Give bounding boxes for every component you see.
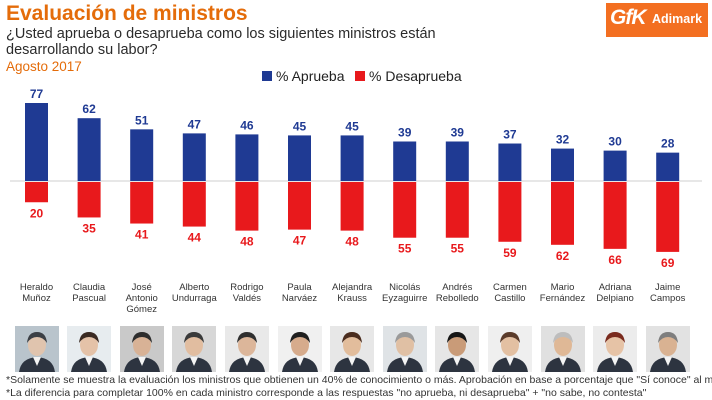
bar-desaprueba (182, 182, 206, 227)
bar-desaprueba (340, 182, 364, 231)
minister-photo (435, 326, 480, 372)
gfk-adimark-logo: GfK Adimark (606, 3, 708, 37)
data-label-desaprueba: 66 (608, 253, 622, 267)
bar-aprueba (77, 118, 101, 181)
data-label-aprueba: 45 (345, 119, 359, 133)
minister-photo (330, 326, 375, 372)
approval-bar-chart: 77 20 Heraldo Muñoz 62 35 Claudia Pascual 51 41 Jo… (10, 87, 702, 315)
minister-photo (67, 326, 112, 372)
data-label-aprueba: 77 (30, 87, 44, 101)
bar-aprueba (130, 129, 154, 181)
bar-aprueba (393, 141, 417, 181)
data-label-aprueba: 28 (661, 137, 675, 151)
data-label-desaprueba: 35 (82, 221, 96, 235)
category-label: Alberto Undurraga (172, 282, 218, 304)
legend-label-aprueba: % Aprueba (276, 68, 345, 84)
data-label-aprueba: 32 (556, 133, 570, 147)
category-label: Claudia Pascual (72, 282, 106, 304)
footnote-2: *La diferencia para completar 100% en ca… (6, 387, 647, 399)
bar-aprueba (498, 143, 522, 181)
footnote-1: *Solamente se muestra la evaluación los … (6, 374, 712, 386)
bar-desaprueba (77, 182, 101, 218)
minister-photo (540, 326, 585, 372)
bar-aprueba (288, 135, 311, 181)
category-label: Jaime Campos (650, 282, 686, 304)
legend-item-aprueba: % Aprueba (262, 68, 345, 84)
logo-partner: Adimark (652, 12, 703, 26)
minister-photo (119, 326, 164, 372)
bar-aprueba (25, 103, 48, 181)
minister-photo (487, 326, 532, 372)
minister-photo (382, 326, 427, 372)
survey-date: Agosto 2017 (6, 59, 82, 74)
data-label-desaprueba: 55 (451, 242, 465, 256)
category-label: Nicolás Eyzaguirre (382, 282, 427, 304)
data-label-aprueba: 30 (608, 135, 622, 149)
minister-photo (277, 326, 322, 372)
bar-aprueba (182, 133, 206, 181)
data-label-desaprueba: 62 (556, 249, 570, 263)
category-label: Alejandra Krauss (332, 282, 373, 304)
bar-desaprueba (25, 182, 48, 203)
minister-photo (593, 326, 638, 372)
minister-photo (172, 326, 217, 372)
category-label: Carmen Castillo (493, 282, 527, 304)
bar-aprueba (235, 134, 259, 181)
data-label-desaprueba: 20 (30, 206, 44, 220)
data-label-desaprueba: 48 (345, 235, 359, 249)
minister-photo (224, 326, 269, 372)
survey-question: ¿Usted aprueba o desaprueba como los sig… (6, 26, 436, 58)
page-title: Evaluación de ministros (6, 2, 248, 25)
category-label: Andrés Rebolledo (436, 282, 479, 304)
bar-desaprueba (445, 182, 469, 238)
category-label: Rodrigo Valdés (230, 282, 263, 304)
minister-photo (14, 326, 59, 372)
bar-desaprueba (603, 182, 627, 249)
legend-label-desaprueba: % Desaprueba (369, 68, 462, 84)
data-label-desaprueba: 55 (398, 242, 412, 256)
category-label: Paula Narváez (282, 282, 318, 304)
data-label-desaprueba: 59 (503, 246, 517, 260)
bar-desaprueba (656, 182, 680, 252)
category-label: Adriana Delpiano (596, 282, 634, 304)
minister-photo (645, 326, 690, 372)
data-label-aprueba: 39 (398, 125, 412, 139)
data-label-desaprueba: 41 (135, 228, 149, 242)
bar-aprueba (551, 148, 574, 181)
data-label-aprueba: 45 (293, 119, 307, 133)
bar-aprueba (656, 152, 680, 181)
data-label-desaprueba: 47 (293, 234, 307, 248)
bar-desaprueba (393, 182, 417, 238)
data-label-desaprueba: 44 (188, 231, 202, 245)
legend-swatch-aprueba (262, 71, 272, 81)
data-label-aprueba: 62 (82, 102, 96, 116)
legend-item-desaprueba: % Desaprueba (355, 68, 462, 84)
category-label: Heraldo Muñoz (20, 282, 53, 304)
bar-aprueba (445, 141, 469, 181)
legend-swatch-desaprueba (355, 71, 365, 81)
bar-aprueba (340, 135, 364, 181)
logo-brand: GfK (610, 6, 646, 29)
category-label: Mario Fernández (540, 282, 586, 304)
data-label-aprueba: 47 (188, 117, 202, 131)
data-label-desaprueba: 69 (661, 256, 675, 270)
bar-desaprueba (498, 182, 522, 242)
bar-desaprueba (235, 182, 259, 231)
category-label: José Antonio Gómez (126, 282, 158, 315)
data-label-aprueba: 37 (503, 128, 517, 142)
bar-aprueba (603, 150, 627, 181)
data-label-aprueba: 46 (240, 118, 254, 132)
bar-desaprueba (130, 182, 154, 224)
data-label-aprueba: 51 (135, 113, 149, 127)
bar-desaprueba (288, 182, 311, 230)
data-label-desaprueba: 48 (240, 235, 254, 249)
data-label-aprueba: 39 (451, 125, 465, 139)
bar-desaprueba (551, 182, 574, 245)
